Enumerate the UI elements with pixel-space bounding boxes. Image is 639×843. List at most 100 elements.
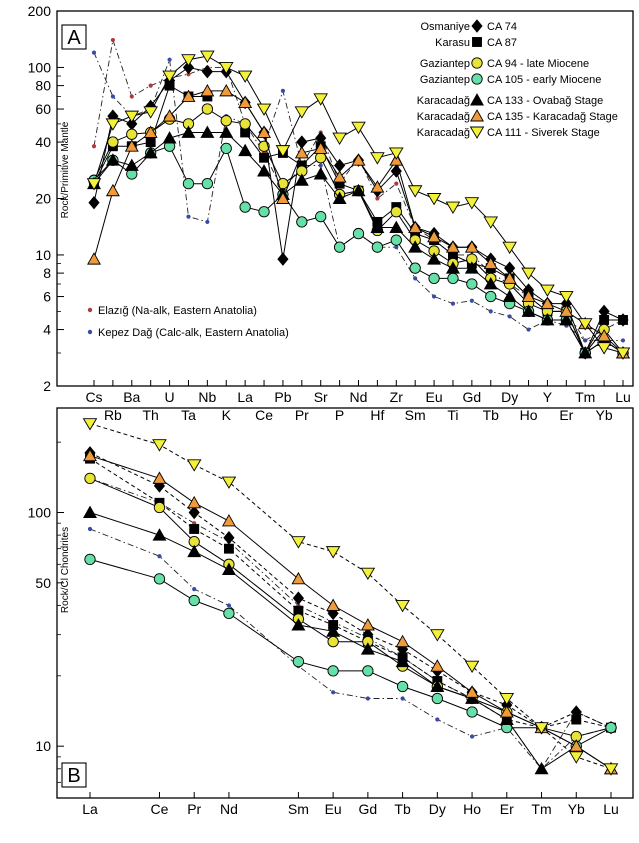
data-point-lu <box>605 722 617 734</box>
data-point-ti <box>445 201 461 214</box>
data-point-ba <box>126 128 138 140</box>
data-point-p <box>333 241 346 253</box>
x-tick-label-rb: Rb <box>104 407 122 423</box>
ref-point-rb <box>110 94 115 99</box>
data-point-eu <box>327 665 339 677</box>
y-axis-label: Rock/Cl Chondrites <box>60 527 71 613</box>
x-tick-label-ta: Ta <box>181 407 196 423</box>
panel-b-chondrite-ree-plot: 10 50 100 La Ce Pr Nd Sm Eu Gd Tb Dy Ho Er Tm Yb Lu Rock/… <box>28 407 634 817</box>
legend-location: Karacadağ <box>417 127 470 139</box>
data-point-p <box>332 132 347 145</box>
data-point-la <box>84 553 96 566</box>
data-point-sr <box>315 211 327 223</box>
ref-point-zr <box>394 181 399 186</box>
data-point-tm <box>577 318 593 331</box>
data-point-hf <box>370 152 385 165</box>
x-tick-label-ba: Ba <box>123 389 140 405</box>
legend-entry-ca-135-karacadag-stage: Karacadağ CA 135 - Karacadağ Stage <box>417 109 618 123</box>
data-point-sm <box>407 185 423 198</box>
ref-point-th <box>148 83 153 88</box>
series-ca-133-ovabag-stage <box>83 505 618 775</box>
data-point-yb <box>596 342 612 355</box>
x-tick-label-tb: Tb <box>394 801 411 817</box>
data-point-ce <box>258 140 270 152</box>
x-tick-label-gd: Gd <box>463 389 482 405</box>
data-point-gd <box>360 567 376 581</box>
data-point-hf <box>371 241 384 253</box>
data-point-ce <box>153 501 166 514</box>
x-tick-label-ce: Ce <box>151 801 169 817</box>
data-point-tb <box>483 256 498 269</box>
data-point-yb <box>597 328 612 342</box>
y-tick-label: 2 <box>43 378 51 394</box>
reference-legend-entry-elaz-g-na-alk-eastern-anatolia: Elazığ (Na-alk, Eastern Anatolia) <box>87 305 257 317</box>
data-point-dy <box>430 679 445 692</box>
series-line <box>89 455 612 770</box>
reference-legend-entry-kepez-dag-calc-alk-eastern-anatolia: Kepez Dağ (Calc-alk, Eastern Anatolia) <box>87 327 289 339</box>
data-point-nd <box>221 562 236 575</box>
data-point-hf <box>370 180 385 193</box>
data-point-eu <box>427 229 442 243</box>
data-point-dy <box>502 289 517 302</box>
data-point-nd <box>351 183 366 197</box>
data-point-ta <box>181 125 196 138</box>
data-point-tm <box>534 761 549 775</box>
ref-point-ta <box>186 214 191 219</box>
data-point-tb <box>485 290 497 303</box>
panel-label-text: B <box>67 765 80 787</box>
x-tick-label-u: U <box>165 389 175 405</box>
series-ca-87 <box>85 453 616 733</box>
data-point-th <box>143 146 158 159</box>
x-tick-label-y: Y <box>543 389 553 405</box>
legend-sample: CA 87 <box>487 37 517 49</box>
legend-location: Gaziantep <box>420 58 470 70</box>
ref-point-ho <box>469 734 475 739</box>
legend-location: Karasu <box>435 37 470 49</box>
x-tick-label-th: Th <box>143 407 159 423</box>
x-tick-label-zr: Zr <box>390 389 404 405</box>
legend-entry-ca-94-late-miocene: Gaziantep CA 94 - late Miocene <box>420 57 589 70</box>
data-point-ho <box>465 691 480 704</box>
data-point-cs <box>88 195 100 210</box>
data-point-rb <box>105 118 121 131</box>
x-tick-label-er: Er <box>559 407 573 423</box>
data-point-yb <box>571 714 582 725</box>
data-point-pb <box>275 145 291 158</box>
data-point-gd <box>464 261 479 274</box>
data-point-er <box>559 291 574 304</box>
legend-location: Karacadağ <box>417 111 470 123</box>
ref-point-dy <box>435 717 440 722</box>
data-point-tb <box>483 277 498 290</box>
data-point-nd <box>221 476 237 489</box>
series-line <box>89 458 612 729</box>
data-point-eu <box>327 636 339 648</box>
x-tick-label-la: La <box>237 389 253 405</box>
legend-sample: CA 105 - early Miocene <box>487 74 601 86</box>
data-point-eu <box>326 624 341 637</box>
ref-point-sr <box>318 163 323 168</box>
data-point-lu <box>615 347 631 360</box>
data-point-ho <box>521 289 536 302</box>
legend-entry-ca-133-ovabag-stage: Karacadağ CA 133 - Ovabağ Stage <box>417 93 603 107</box>
data-point-rb <box>107 136 119 148</box>
data-point-yb <box>568 751 584 764</box>
series-ca-94-late-miocene <box>84 472 617 743</box>
x-tick-label-yb: Yb <box>568 801 585 817</box>
legend-location: Gaziantep <box>420 74 470 86</box>
data-point-y <box>540 284 555 297</box>
ref-point-la <box>87 526 93 532</box>
data-point-k <box>219 125 234 138</box>
data-point-nd <box>223 543 234 554</box>
series-ca-111-siverek-stage <box>82 418 619 776</box>
y-tick-label: 100 <box>28 59 52 75</box>
series-line <box>89 452 612 729</box>
ref-point-ba <box>129 94 134 99</box>
data-point-ce <box>153 573 166 585</box>
x-tick-label-nd: Nd <box>350 389 368 405</box>
data-point-eu <box>326 598 341 611</box>
data-point-zr <box>390 206 402 218</box>
panel-label: A <box>61 24 87 50</box>
data-point-sm <box>409 262 421 274</box>
data-point-ce <box>259 152 269 163</box>
